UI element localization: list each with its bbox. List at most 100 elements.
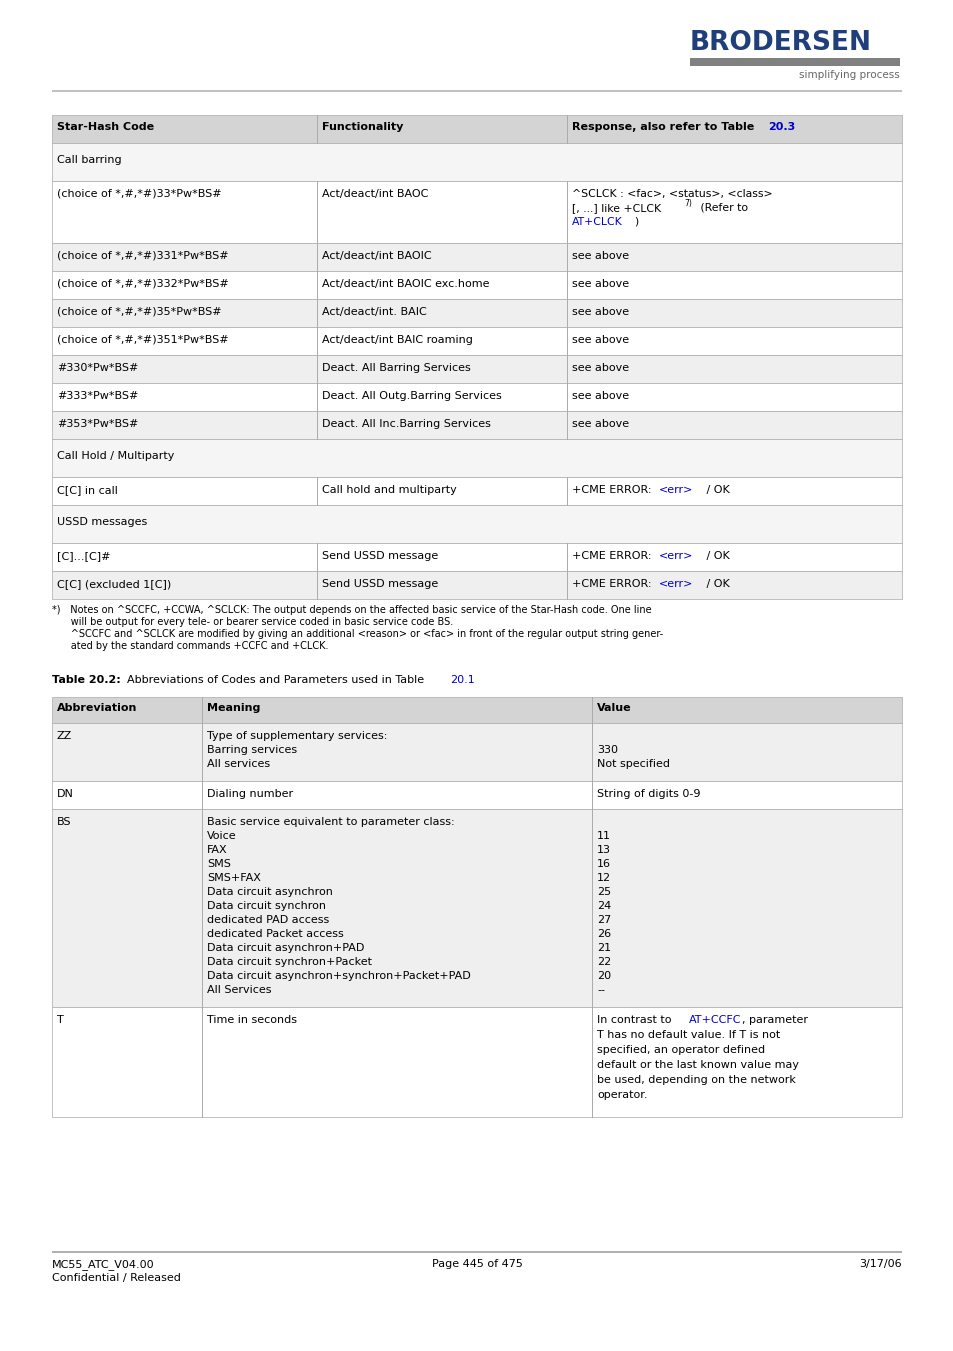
Bar (52, 477, 901, 505)
Text: ated by the standard commands +CCFC and +CLCK.: ated by the standard commands +CCFC and … (52, 640, 328, 651)
Text: (Refer to: (Refer to (697, 203, 747, 213)
Text: / OK: / OK (702, 580, 729, 589)
Text: default or the last known value may: default or the last known value may (597, 1061, 799, 1070)
Text: Dialing number: Dialing number (207, 789, 293, 798)
Text: (choice of *,#,*#)332*Pw*BS#: (choice of *,#,*#)332*Pw*BS# (57, 280, 229, 289)
Text: 26: 26 (597, 929, 611, 939)
Text: 13: 13 (597, 844, 610, 855)
Text: FAX: FAX (207, 844, 228, 855)
Text: +CME ERROR:: +CME ERROR: (572, 485, 655, 494)
Bar (52, 505, 901, 543)
Bar (52, 382, 901, 411)
Text: +CME ERROR:: +CME ERROR: (572, 580, 655, 589)
Text: Call barring: Call barring (57, 155, 121, 165)
Text: Send USSD message: Send USSD message (322, 580, 437, 589)
Bar (689, 58, 899, 66)
Text: Act/deact/int BAOIC exc.home: Act/deact/int BAOIC exc.home (322, 280, 489, 289)
Text: (choice of *,#,*#)35*Pw*BS#: (choice of *,#,*#)35*Pw*BS# (57, 307, 221, 317)
Text: Abbreviations of Codes and Parameters used in Table: Abbreviations of Codes and Parameters us… (120, 676, 427, 685)
Text: dedicated PAD access: dedicated PAD access (207, 915, 329, 925)
Text: simplifying process: simplifying process (799, 70, 899, 80)
Bar (52, 327, 901, 355)
Text: Data circuit asynchron+PAD: Data circuit asynchron+PAD (207, 943, 364, 952)
Text: 24: 24 (597, 901, 611, 911)
Text: see above: see above (572, 251, 628, 261)
Text: (choice of *,#,*#)331*Pw*BS#: (choice of *,#,*#)331*Pw*BS# (57, 251, 229, 261)
Text: Data circuit synchron+Packet: Data circuit synchron+Packet (207, 957, 372, 967)
Text: Data circuit asynchron+synchron+Packet+PAD: Data circuit asynchron+synchron+Packet+P… (207, 971, 470, 981)
Text: see above: see above (572, 419, 628, 430)
Text: All Services: All Services (207, 985, 272, 994)
Text: / OK: / OK (702, 485, 729, 494)
Text: 330: 330 (597, 744, 618, 755)
Bar (52, 181, 901, 243)
Bar (52, 143, 901, 181)
Text: 20: 20 (597, 971, 611, 981)
Text: T: T (57, 1015, 64, 1025)
Text: Page 445 of 475: Page 445 of 475 (431, 1259, 522, 1269)
Text: BS: BS (57, 817, 71, 827)
Text: SMS: SMS (207, 859, 231, 869)
Text: #333*Pw*BS#: #333*Pw*BS# (57, 390, 138, 401)
Bar (52, 571, 901, 598)
Bar (52, 1006, 901, 1117)
Text: specified, an operator defined: specified, an operator defined (597, 1046, 764, 1055)
Bar (52, 697, 901, 723)
Text: #330*Pw*BS#: #330*Pw*BS# (57, 363, 138, 373)
Text: Type of supplementary services:: Type of supplementary services: (207, 731, 387, 740)
Text: be used, depending on the network: be used, depending on the network (597, 1075, 795, 1085)
Text: [, ...] like +CLCK: [, ...] like +CLCK (572, 203, 664, 213)
Text: will be output for every tele- or bearer service coded in basic service code BS.: will be output for every tele- or bearer… (52, 617, 453, 627)
Text: Value: Value (597, 703, 631, 713)
Text: 22: 22 (597, 957, 611, 967)
Text: Send USSD message: Send USSD message (322, 551, 437, 561)
Text: SMS+FAX: SMS+FAX (207, 873, 260, 884)
Bar (52, 439, 901, 477)
Text: 21: 21 (597, 943, 611, 952)
Text: , parameter: , parameter (741, 1015, 807, 1025)
Text: AT+CLCK: AT+CLCK (572, 218, 622, 227)
Text: Functionality: Functionality (322, 122, 403, 132)
Bar (52, 91, 901, 92)
Text: dedicated Packet access: dedicated Packet access (207, 929, 343, 939)
Text: Abbreviation: Abbreviation (57, 703, 137, 713)
Text: 16: 16 (597, 859, 610, 869)
Text: 7): 7) (683, 199, 691, 208)
Text: (choice of *,#,*#)33*Pw*BS#: (choice of *,#,*#)33*Pw*BS# (57, 189, 221, 199)
Text: String of digits 0-9: String of digits 0-9 (597, 789, 700, 798)
Bar (52, 781, 901, 809)
Text: <err>: <err> (659, 580, 693, 589)
Text: see above: see above (572, 280, 628, 289)
Text: 11: 11 (597, 831, 610, 842)
Bar (52, 355, 901, 382)
Text: #353*Pw*BS#: #353*Pw*BS# (57, 419, 138, 430)
Text: *) Notes on ^SCCFC, +CCWA, ^SCLCK: The output depends on the affected basic serv: *) Notes on ^SCCFC, +CCWA, ^SCLCK: The o… (52, 605, 651, 615)
Text: 20.3: 20.3 (767, 122, 795, 132)
Text: Barring services: Barring services (207, 744, 296, 755)
Bar (52, 299, 901, 327)
Text: Deact. All Barring Services: Deact. All Barring Services (322, 363, 470, 373)
Text: Star-Hash Code: Star-Hash Code (57, 122, 154, 132)
Bar (52, 411, 901, 439)
Text: Time in seconds: Time in seconds (207, 1015, 296, 1025)
Text: Data circuit synchron: Data circuit synchron (207, 901, 326, 911)
Text: see above: see above (572, 307, 628, 317)
Text: ZZ: ZZ (57, 731, 72, 740)
Text: Act/deact/int BAIC roaming: Act/deact/int BAIC roaming (322, 335, 473, 345)
Text: operator.: operator. (597, 1090, 647, 1100)
Text: ^SCLCK : <fac>, <status>, <class>: ^SCLCK : <fac>, <status>, <class> (572, 189, 772, 199)
Text: BRODERSEN: BRODERSEN (689, 30, 871, 55)
Text: Meaning: Meaning (207, 703, 260, 713)
Bar (52, 272, 901, 299)
Text: Call Hold / Multiparty: Call Hold / Multiparty (57, 451, 174, 461)
Text: Act/deact/int BAOC: Act/deact/int BAOC (322, 189, 428, 199)
Bar (52, 723, 901, 781)
Text: Confidential / Released: Confidential / Released (52, 1273, 181, 1283)
Text: see above: see above (572, 390, 628, 401)
Text: (choice of *,#,*#)351*Pw*BS#: (choice of *,#,*#)351*Pw*BS# (57, 335, 229, 345)
Bar (52, 115, 901, 143)
Bar (52, 1251, 901, 1252)
Bar (52, 809, 901, 1006)
Text: AT+CCFC: AT+CCFC (688, 1015, 740, 1025)
Text: DN: DN (57, 789, 73, 798)
